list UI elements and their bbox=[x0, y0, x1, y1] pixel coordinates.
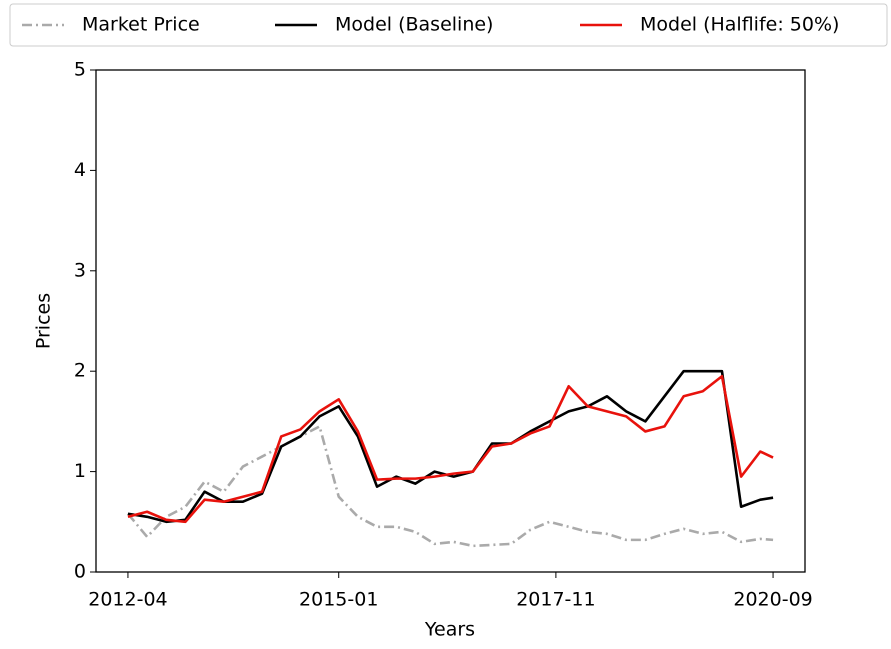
series-line bbox=[126, 425, 774, 548]
legend-label: Market Price bbox=[82, 14, 200, 36]
series-line bbox=[127, 374, 774, 524]
y-tick-label: 5 bbox=[74, 59, 86, 81]
series-line bbox=[127, 369, 774, 524]
x-tick-label: 2015-01 bbox=[299, 589, 378, 611]
legend-label: Model (Baseline) bbox=[335, 14, 493, 36]
x-tick-label: 2020-09 bbox=[733, 589, 812, 611]
y-tick-label: 2 bbox=[74, 360, 86, 382]
x-tick-label: 2012-04 bbox=[88, 589, 167, 611]
legend-label: Model (Halflife: 50%) bbox=[640, 14, 839, 36]
y-tick-label: 1 bbox=[74, 460, 86, 482]
y-tick-label: 0 bbox=[74, 561, 86, 583]
y-tick-label: 3 bbox=[74, 259, 86, 281]
x-axis-label: Years bbox=[424, 619, 475, 641]
plot-frame bbox=[95, 69, 806, 573]
x-tick-label: 2017-11 bbox=[516, 589, 595, 611]
y-tick-label: 4 bbox=[74, 159, 86, 181]
legend-box bbox=[9, 3, 888, 47]
y-axis-label: Prices bbox=[33, 293, 55, 349]
